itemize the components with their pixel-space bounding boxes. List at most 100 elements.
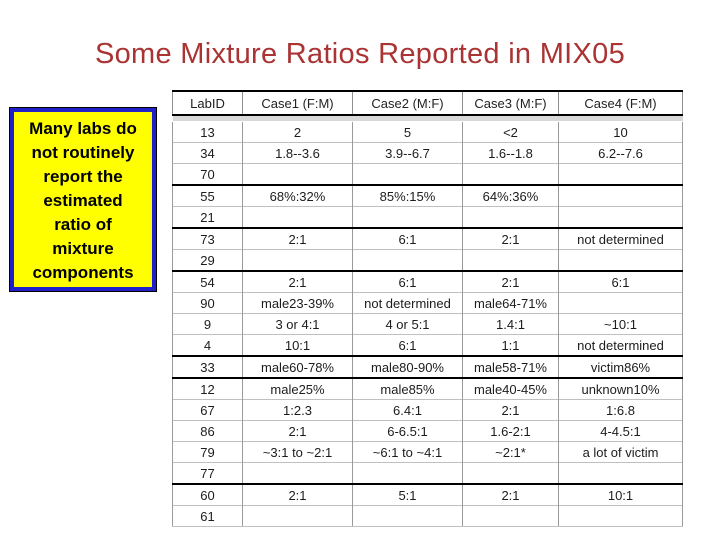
lab-id-cell: 79 [172, 441, 243, 463]
ratio-cell: male40-45% [462, 377, 559, 400]
ratio-cell: male25% [242, 377, 353, 400]
table-body: 13 2 5 <2 10 34 1.8--3.6 3.9--6.7 1.6--1.8 6.2--7… [172, 114, 683, 527]
lab-id-cell: 70 [172, 163, 243, 185]
column-header: Case2 (M:F) [352, 90, 463, 116]
table-row: 21 [172, 206, 683, 228]
column-header: Case4 (F:M) [558, 90, 683, 116]
table-row: 13 2 5 <2 10 [172, 121, 683, 143]
ratio-cell [242, 462, 353, 484]
table-row: 54 2:1 6:1 2:1 6:1 [172, 270, 683, 293]
table-row: 34 1.8--3.6 3.9--6.7 1.6--1.8 6.2--7.6 [172, 142, 683, 164]
column-header: Case1 (F:M) [242, 90, 353, 116]
callout-line: ratio of [54, 215, 112, 234]
ratio-cell: unknown10% [558, 377, 683, 400]
callout-line: not routinely [31, 143, 135, 162]
ratio-cell: 6:1 [352, 270, 463, 293]
lab-id-cell: 21 [172, 206, 243, 228]
ratio-cell: 1.4:1 [462, 313, 559, 335]
ratio-cell: <2 [462, 121, 559, 143]
ratio-cell: 6-6.5:1 [352, 420, 463, 442]
ratio-cell [352, 462, 463, 484]
ratio-cell: 6:1 [352, 334, 463, 356]
slide-title: Some Mixture Ratios Reported in MIX05 [94, 38, 626, 70]
ratio-cell: male23-39% [242, 292, 353, 314]
ratio-cell: 3 or 4:1 [242, 313, 353, 335]
lab-id-cell: 77 [172, 462, 243, 484]
table-row: 90 male23-39% not determined male64-71% [172, 292, 683, 314]
lab-id-cell: 34 [172, 142, 243, 164]
ratio-cell: 1:6.8 [558, 399, 683, 421]
ratio-cell: 2:1 [462, 227, 559, 250]
table-row: 70 [172, 163, 683, 185]
ratio-cell: 3.9--6.7 [352, 142, 463, 164]
ratio-cell: 2:1 [242, 420, 353, 442]
ratio-cell: 4-4.5:1 [558, 420, 683, 442]
lab-id-cell: 73 [172, 227, 243, 250]
table-row: 61 [172, 505, 683, 527]
ratio-cell [462, 163, 559, 185]
lab-id-cell: 60 [172, 483, 243, 506]
ratio-cell: 2 [242, 121, 353, 143]
ratio-cell: not determined [558, 334, 683, 356]
callout-line: report the [43, 167, 123, 186]
table-row: 77 [172, 462, 683, 484]
ratio-cell: 2:1 [242, 270, 353, 293]
ratio-cell: 10 [558, 121, 683, 143]
ratio-cell: 64%:36% [462, 184, 559, 207]
ratio-cell [352, 249, 463, 271]
ratio-cell: male60-78% [242, 355, 353, 378]
table-row: 29 [172, 249, 683, 271]
ratio-cell: 2:1 [462, 399, 559, 421]
callout-box: Many labs do not routinely report the estim… [9, 107, 157, 292]
table-row: 60 2:1 5:1 2:1 10:1 [172, 483, 683, 506]
ratio-cell: 1:2.3 [242, 399, 353, 421]
ratio-cell [558, 505, 683, 527]
table-header: LabID Case1 (F:M) Case2 (M:F) Case3 (M:F) Ca… [172, 90, 683, 116]
ratio-cell [558, 163, 683, 185]
ratio-cell: 10:1 [558, 483, 683, 506]
table-row: 86 2:1 6-6.5:1 1.6-2:1 4-4.5:1 [172, 420, 683, 442]
lab-id-cell: 29 [172, 249, 243, 271]
ratio-cell [242, 206, 353, 228]
lab-id-cell: 61 [172, 505, 243, 527]
ratio-cell [242, 505, 353, 527]
ratio-cell: 2:1 [462, 483, 559, 506]
ratio-cell [462, 249, 559, 271]
ratio-cell: 1:1 [462, 334, 559, 356]
lab-id-cell: 55 [172, 184, 243, 207]
callout-line: mixture [52, 239, 114, 258]
lab-id-cell: 13 [172, 121, 243, 143]
ratio-cell: 1.8--3.6 [242, 142, 353, 164]
lab-id-cell: 67 [172, 399, 243, 421]
lab-id-cell: 33 [172, 355, 243, 378]
ratio-cell: ~3:1 to ~2:1 [242, 441, 353, 463]
ratio-cell: ~10:1 [558, 313, 683, 335]
ratio-cell [558, 249, 683, 271]
lab-id-cell: 90 [172, 292, 243, 314]
ratio-cell [462, 206, 559, 228]
ratio-cell: 1.6--1.8 [462, 142, 559, 164]
table-row: 12 male25% male85% male40-45% unknown10% [172, 377, 683, 400]
ratio-cell: not determined [558, 227, 683, 250]
ratio-cell [352, 206, 463, 228]
ratio-cell [242, 249, 353, 271]
ratio-cell: not determined [352, 292, 463, 314]
table-row: 33 male60-78% male80-90% male58-71% victim86… [172, 355, 683, 378]
table-row: 55 68%:32% 85%:15% 64%:36% [172, 184, 683, 207]
ratio-cell: ~6:1 to ~4:1 [352, 441, 463, 463]
lab-id-cell: 4 [172, 334, 243, 356]
callout-line: Many labs do [29, 119, 137, 138]
ratio-cell: 10:1 [242, 334, 353, 356]
ratio-cell: 6.4:1 [352, 399, 463, 421]
ratio-cell: 68%:32% [242, 184, 353, 207]
ratio-cell: 4 or 5:1 [352, 313, 463, 335]
ratio-cell [558, 292, 683, 314]
ratio-cell [462, 462, 559, 484]
ratio-cell: 5 [352, 121, 463, 143]
mixture-ratios-table: LabID Case1 (F:M) Case2 (M:F) Case3 (M:F) Ca… [172, 90, 683, 527]
ratio-cell: 1.6-2:1 [462, 420, 559, 442]
ratio-cell: 2:1 [242, 227, 353, 250]
ratio-cell: male64-71% [462, 292, 559, 314]
ratio-cell [352, 163, 463, 185]
